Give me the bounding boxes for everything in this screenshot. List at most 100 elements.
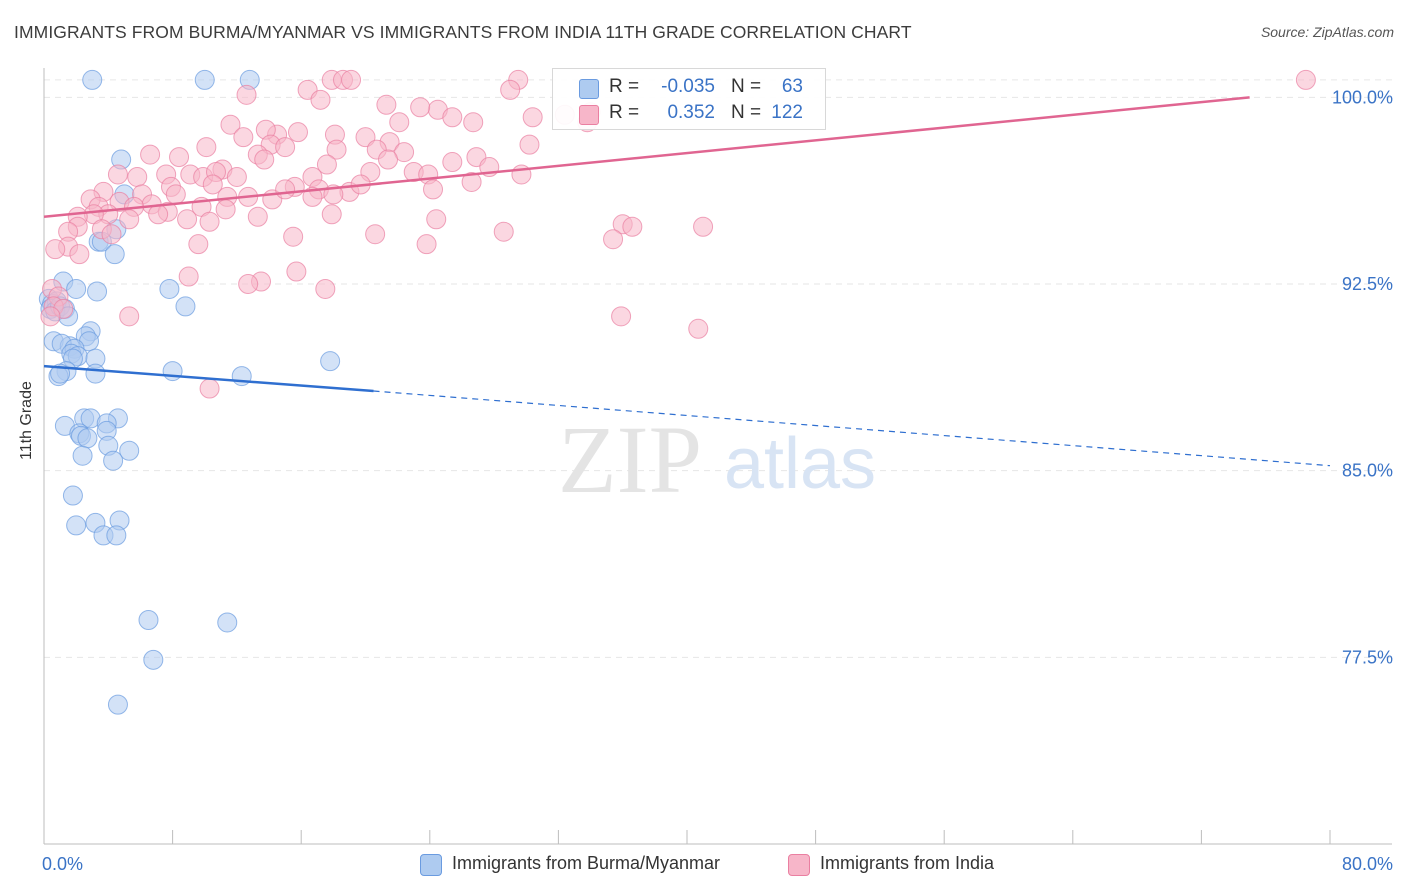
- point-burma: [66, 515, 87, 536]
- point-burma: [175, 296, 196, 317]
- point-india: [376, 94, 397, 115]
- point-india: [226, 166, 247, 187]
- point-burma: [82, 69, 103, 90]
- point-burma: [85, 363, 106, 384]
- point-india: [275, 137, 296, 158]
- point-india: [603, 229, 624, 250]
- legend-row-india: R = 0.352 N = 122: [553, 100, 825, 126]
- point-burma: [104, 244, 125, 265]
- point-india: [522, 107, 543, 128]
- n-value-burma: 63: [781, 76, 803, 97]
- x-tick-labels: 0.0% 80.0%: [42, 854, 1393, 874]
- point-india: [45, 239, 66, 260]
- point-india: [688, 318, 709, 339]
- point-india: [178, 266, 199, 287]
- y-tick-label: 92.5%: [1342, 274, 1393, 294]
- point-india: [40, 306, 61, 327]
- legend-swatch-burma: [579, 79, 599, 99]
- point-india: [365, 224, 386, 245]
- point-india: [233, 127, 254, 148]
- point-burma: [320, 351, 341, 372]
- point-india: [355, 127, 376, 148]
- point-india: [196, 137, 217, 158]
- point-burma: [217, 612, 238, 633]
- point-india: [389, 112, 410, 133]
- watermark: ZIP atlas: [558, 406, 876, 513]
- point-india: [148, 204, 169, 225]
- point-india: [119, 306, 140, 327]
- point-india: [220, 114, 241, 135]
- n-label: N =: [731, 76, 762, 97]
- point-india: [442, 107, 463, 128]
- point-india: [423, 179, 444, 200]
- watermark-atlas: atlas: [724, 424, 876, 504]
- y-tick-label: 77.5%: [1342, 647, 1393, 667]
- point-india: [493, 221, 514, 242]
- point-india: [119, 209, 140, 230]
- point-india: [287, 122, 308, 143]
- point-india: [426, 209, 447, 230]
- point-india: [202, 174, 223, 195]
- point-india: [101, 224, 122, 245]
- data-points: [38, 69, 1316, 715]
- x-tick-label: 0.0%: [42, 854, 83, 874]
- r-value-india: 0.352: [667, 102, 715, 123]
- point-india: [611, 306, 632, 327]
- point-burma: [77, 428, 98, 449]
- watermark-zip: ZIP: [558, 406, 702, 513]
- y-axis-label: 11th Grade: [18, 381, 35, 460]
- point-india: [341, 69, 362, 90]
- axes: [43, 68, 1392, 845]
- point-india: [236, 84, 257, 105]
- point-india: [326, 139, 347, 160]
- point-india: [1295, 69, 1316, 90]
- r-label: R =: [609, 76, 640, 97]
- point-india: [310, 89, 331, 110]
- point-india: [286, 261, 307, 282]
- point-india: [316, 154, 337, 175]
- point-india: [500, 79, 521, 100]
- legend-swatch-burma: [420, 854, 442, 876]
- point-burma: [138, 610, 159, 630]
- legend-swatch-india: [579, 105, 599, 125]
- point-india: [107, 164, 128, 185]
- legend-label-india: Immigrants from India: [820, 853, 995, 873]
- point-burma: [119, 440, 140, 461]
- point-burma: [66, 278, 87, 299]
- point-india: [177, 209, 198, 230]
- trend-line-india: [43, 96, 1250, 219]
- point-burma: [107, 694, 128, 715]
- trend-line-burma: [43, 364, 374, 393]
- point-india: [188, 234, 209, 255]
- point-india: [199, 378, 220, 399]
- point-india: [283, 226, 304, 247]
- point-india: [302, 186, 323, 207]
- point-india: [247, 206, 268, 227]
- point-india: [321, 204, 342, 225]
- x-tick-label: 80.0%: [1342, 854, 1393, 874]
- point-india: [215, 199, 236, 220]
- point-india: [622, 216, 643, 237]
- point-india: [165, 184, 186, 205]
- n-label: N =: [731, 102, 762, 123]
- y-tick-labels: 77.5% 85.0% 92.5% 100.0%: [1332, 87, 1393, 667]
- point-burma: [143, 649, 164, 670]
- point-burma: [106, 525, 127, 546]
- point-burma: [159, 278, 180, 299]
- point-burma: [162, 361, 183, 382]
- legend-swatch-india: [788, 854, 810, 876]
- point-india: [127, 166, 148, 187]
- point-india: [693, 216, 714, 237]
- trend-lines: [43, 96, 1331, 467]
- trend-line-burma-extrapolated: [373, 390, 1331, 467]
- correlation-legend: R = -0.035 N = 63 R = 0.352 N = 122: [552, 68, 826, 130]
- legend-label-burma: Immigrants from Burma/Myanmar: [452, 853, 721, 873]
- y-tick-label: 100.0%: [1332, 87, 1393, 107]
- point-burma: [194, 69, 215, 90]
- point-india: [315, 278, 336, 299]
- point-india: [461, 171, 482, 192]
- r-label: R =: [609, 102, 640, 123]
- point-burma: [103, 450, 124, 471]
- point-burma: [62, 485, 83, 506]
